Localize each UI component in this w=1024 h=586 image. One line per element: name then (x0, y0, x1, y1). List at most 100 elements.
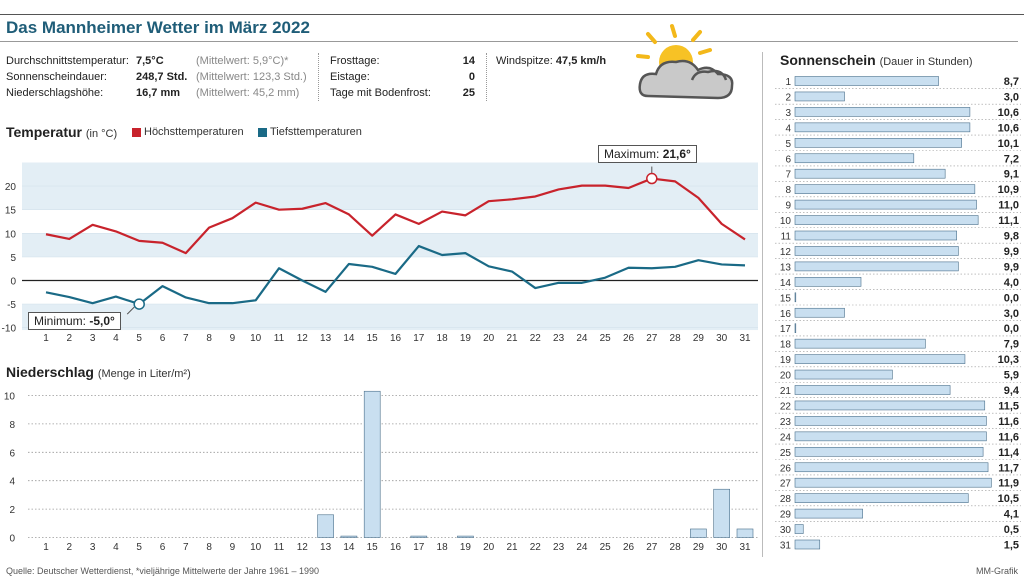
stat-frost-wrap: Frosttage: (330, 55, 380, 67)
precip-bar (457, 535, 474, 538)
stat-label: Sonnenscheindauer: (6, 71, 107, 83)
sun-value-label: 10,3 (998, 354, 1019, 366)
precip-xtick-label: 27 (646, 542, 658, 553)
precipitation-title-text: Niederschlag (6, 364, 94, 380)
temp-xtick-label: 21 (506, 333, 518, 344)
sun-day-label: 6 (785, 154, 791, 165)
temp-xtick-label: 23 (553, 333, 565, 344)
precip-bar (317, 514, 334, 538)
sunshine-unit: (Dauer in Stunden) (879, 56, 973, 68)
precip-ytick-label: 0 (9, 534, 15, 545)
sun-bar (794, 153, 915, 164)
sunshine-divider (762, 52, 763, 557)
stat-value-wrap: 248,7 Std. (136, 71, 187, 83)
sun-day-label: 31 (780, 541, 792, 552)
sun-day-label: 17 (780, 324, 792, 335)
temp-ytick-label: 10 (5, 229, 17, 240)
precip-xtick-label: 10 (250, 542, 262, 553)
sun-bar (794, 184, 976, 194)
temp-band (22, 233, 758, 257)
stat-avg-temp: Durchschnittstemperatur: (6, 55, 129, 67)
sun-value-label: 0,5 (1004, 524, 1019, 536)
sun-value-label: 10,6 (998, 107, 1019, 119)
precip-xtick-label: 9 (230, 542, 236, 553)
temp-xtick-label: 2 (67, 333, 73, 344)
precip-xtick-label: 13 (320, 542, 332, 553)
sun-day-label: 9 (785, 201, 791, 212)
precip-ytick-label: 2 (9, 505, 15, 516)
sun-day-label: 30 (780, 525, 792, 536)
temp-xtick-label: 10 (250, 333, 262, 344)
stat-groundfrost-wrap: Tage mit Bodenfrost: (330, 87, 431, 99)
precip-xtick-label: 22 (530, 542, 542, 553)
stat-label: Tage mit Bodenfrost: (330, 87, 431, 99)
temp-band (22, 162, 758, 187)
precip-xtick-label: 19 (460, 542, 472, 553)
max-callout: Maximum: 21,6° (598, 145, 697, 163)
precip-xtick-label: 17 (413, 542, 425, 553)
sun-value-label: 11,4 (998, 447, 1020, 459)
temp-xtick-label: 16 (390, 333, 402, 344)
stat-sunshine: Sonnenscheindauer: (6, 71, 107, 83)
sun-value-label: 1,5 (1004, 540, 1019, 552)
max-value: 21,6° (662, 147, 691, 161)
sun-day-label: 16 (780, 309, 792, 320)
sun-value-label: 9,8 (1004, 231, 1019, 243)
sun-value-label: 3,0 (1004, 308, 1019, 320)
sun-value-label: 3,0 (1004, 91, 1019, 103)
temp-xtick-label: 15 (367, 333, 379, 344)
source-note: Quelle: Deutscher Wetterdienst, *vieljäh… (6, 566, 320, 576)
sun-value-label: 11,0 (998, 200, 1019, 212)
temp-ytick-label: -5 (7, 300, 16, 311)
precip-xtick-label: 20 (483, 542, 495, 553)
precip-xtick-label: 3 (90, 542, 96, 553)
sun-value-label: 10,5 (998, 493, 1019, 505)
sun-value-label: 10,9 (998, 184, 1019, 196)
sun-value-label: 4,1 (1004, 509, 1019, 521)
sun-bar (794, 338, 926, 349)
temp-xtick-label: 5 (136, 333, 142, 344)
temp-ytick-label: 5 (10, 253, 16, 264)
sun-value-label: 11,6 (998, 431, 1019, 443)
sun-day-label: 22 (780, 401, 792, 412)
sun-value-label: 9,4 (1004, 385, 1020, 397)
sun-value-label: 4,0 (1004, 277, 1019, 289)
sun-value-label: 11,9 (998, 478, 1019, 490)
sun-day-label: 7 (785, 170, 791, 181)
sun-day-label: 23 (780, 417, 792, 428)
temp-xtick-label: 31 (739, 333, 751, 344)
sun-bar (794, 307, 845, 318)
precip-xtick-label: 29 (693, 542, 705, 553)
sun-bar (794, 323, 797, 333)
precip-ytick-label: 10 (4, 392, 16, 403)
legend-low: Tiefsttemperaturen (258, 126, 362, 138)
precip-xtick-label: 15 (367, 542, 379, 553)
sun-day-label: 15 (780, 293, 792, 304)
temp-xtick-label: 12 (297, 333, 309, 344)
stat-value: 25 (462, 87, 475, 99)
sun-day-label: 11 (781, 232, 792, 243)
precip-bar (690, 528, 707, 538)
sun-bar (794, 524, 804, 534)
sunshine-title-text: Sonnenschein (780, 52, 876, 68)
precip-ytick-label: 4 (9, 477, 15, 488)
sun-day-label: 29 (780, 510, 792, 521)
sun-day-label: 20 (780, 371, 792, 382)
temp-xtick-label: 1 (43, 333, 49, 344)
stat-wind: Windspitze: 47,5 km/h (496, 55, 606, 67)
max-label: Maximum: (604, 147, 660, 161)
temp-xtick-label: 22 (530, 333, 542, 344)
sun-day-label: 18 (780, 340, 792, 351)
sun-value-label: 7,2 (1004, 153, 1019, 165)
sun-day-label: 4 (785, 123, 791, 134)
sun-bar (794, 462, 989, 473)
sun-bar (794, 261, 959, 272)
precip-xtick-label: 26 (623, 542, 635, 553)
precip-xtick-label: 7 (183, 542, 189, 553)
precip-bar (340, 535, 358, 538)
sun-bar (794, 168, 946, 179)
legend-low-label: Tiefsttemperaturen (270, 126, 362, 138)
precip-xtick-label: 16 (390, 542, 402, 553)
sun-bar (794, 400, 986, 411)
temp-xtick-label: 7 (183, 333, 189, 344)
